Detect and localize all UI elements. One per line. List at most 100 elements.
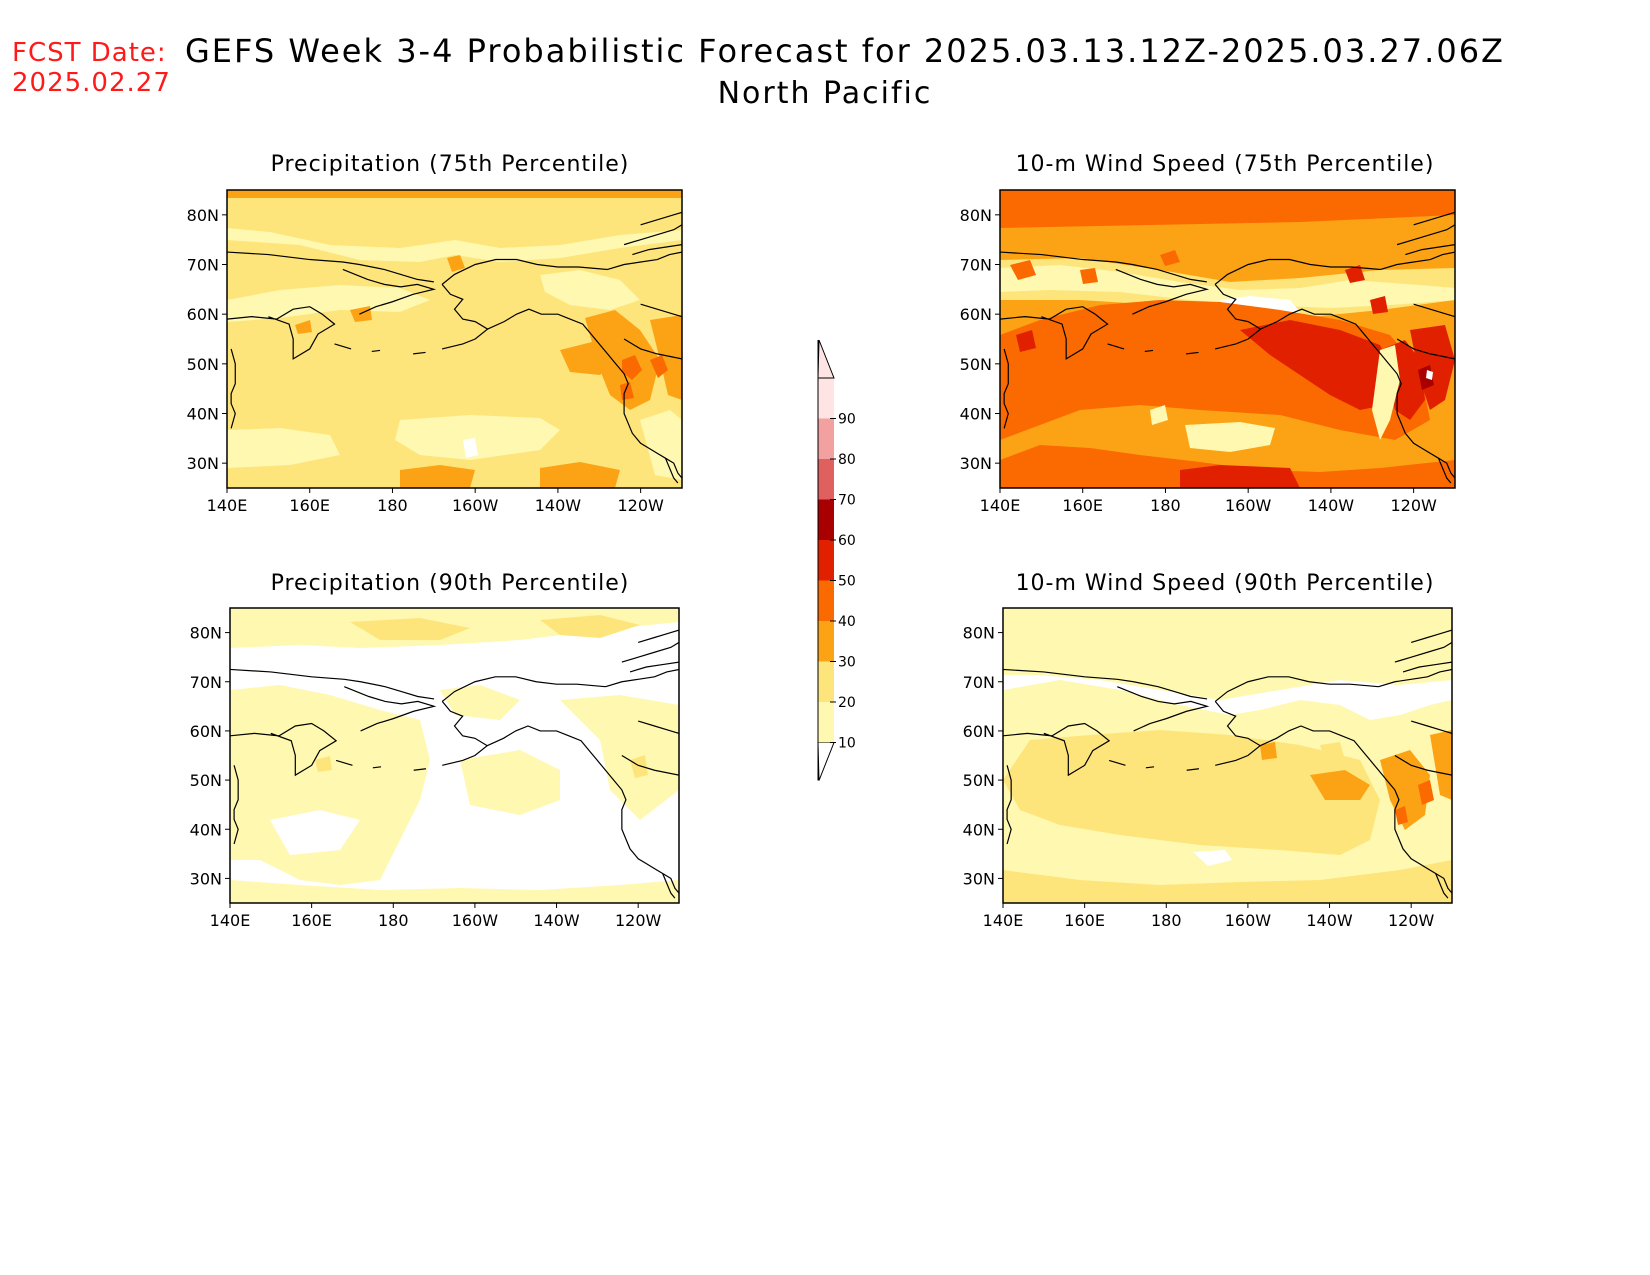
colorbar-swatch [818,621,834,662]
lon-tick-label: 160E [1064,911,1105,930]
lat-tick-label: 60N [190,722,222,741]
lon-tick-label: 160E [291,911,332,930]
lon-tick-label: 160W [452,496,499,515]
coastline [1006,765,1012,845]
coastline [1117,686,1210,732]
coastline [441,258,608,285]
colorbar-swatch [818,661,834,702]
lon-tick-label: 140W [1306,911,1353,930]
coastline [1214,258,1381,285]
lon-tick-label: 120W [1390,496,1437,515]
coastline [664,457,679,484]
lat-tick-label: 30N [190,869,222,888]
coastline [1003,348,1009,429]
panel-title-precip75: Precipitation (75th Percentile) [270,152,630,177]
lon-tick-label: 180 [1150,496,1181,515]
lat-tick-label: 60N [187,305,219,324]
lat-tick-label: 50N [963,771,995,790]
lon-tick-label: 160W [452,911,499,930]
coastline [1186,768,1199,771]
coastline [1145,766,1155,769]
colorbar-label: 50 [838,574,856,590]
colorbar-lower-extension [817,742,835,781]
precip75-shading [227,190,682,488]
coastline [1186,351,1199,355]
coastline [1394,641,1452,663]
lat-tick-label: 70N [187,256,219,275]
coastline [1003,668,1208,700]
coastline-group-0 [227,211,682,484]
coastline [1108,759,1126,766]
lon-tick-label: 180 [378,911,409,930]
lat-tick-label: 60N [963,722,995,741]
wind90-shading [1003,608,1452,903]
coastline [227,306,336,360]
map-panel-wind90 [1002,607,1453,904]
coastline [605,668,679,688]
lon-tick-label: 160W [1225,911,1272,930]
map-panel-wind75 [999,189,1456,489]
lon-tick-label: 180 [377,496,408,515]
colorbar-swatch [818,540,834,581]
lon-tick-label: 160E [1062,496,1103,515]
colorbar-label: 70 [838,493,856,509]
coastline [1378,668,1452,688]
coastlines-layer [227,211,1455,899]
lat-tick-label: 40N [190,820,222,839]
coastline [342,268,437,315]
coastline [1259,725,1452,894]
lat-tick-label: 60N [960,305,992,324]
axis-labels-layer: 140E 160E 180 160W 140W 120W 30N 40N 50N 60N 70N 80… [187,206,1437,930]
colorbar-swatch [818,418,834,459]
coastline [344,686,437,732]
lon-tick-label: 120W [1388,911,1435,930]
coastline [1144,349,1154,353]
coastline [638,720,679,734]
lon-tick-label: 140W [535,496,582,515]
coastline [1435,873,1449,899]
map-panel-precip75 [226,189,683,489]
coastline [629,661,679,673]
page-title: GEFS Week 3-4 Probabilistic Forecast for… [185,32,1505,70]
coastline [486,725,679,894]
coastline [441,701,489,766]
colorbar-label: 40 [838,614,856,630]
coastline [1115,268,1210,315]
coastline [1402,661,1452,673]
coastline [487,308,682,479]
coastline [607,251,682,271]
coastline [1107,343,1125,350]
colorbar-swatch [818,459,834,500]
colorbar-label: 90 [838,412,856,428]
colorbar-label: 30 [838,655,856,671]
coastline [638,629,679,643]
precip90-shading [230,608,679,903]
coastline [1413,303,1455,318]
colorbar-label: 60 [838,533,856,549]
wind75-shading [1000,190,1455,488]
coastline [632,244,682,256]
coastline [230,722,338,777]
coastline [1214,701,1262,766]
coastline [1396,338,1455,360]
colorbar-label: 10 [838,736,856,752]
lat-tick-label: 80N [187,206,219,225]
map-panel-precip90 [229,607,680,904]
lat-tick-label: 80N [190,624,222,643]
coastline [621,641,679,663]
lat-tick-label: 40N [963,820,995,839]
coastline [1260,308,1455,479]
coastline [1411,629,1452,643]
coastline [334,343,352,350]
lat-tick-label: 70N [960,256,992,275]
coastline [1003,722,1111,777]
coastline [413,768,426,771]
lat-tick-label: 30N [963,869,995,888]
lat-tick-label: 80N [960,206,992,225]
colorbar-label: 80 [838,452,856,468]
coastline [623,224,682,246]
region-subtitle: North Pacific [717,76,933,111]
colorbar-swatch [818,702,834,743]
coastline [230,348,236,429]
